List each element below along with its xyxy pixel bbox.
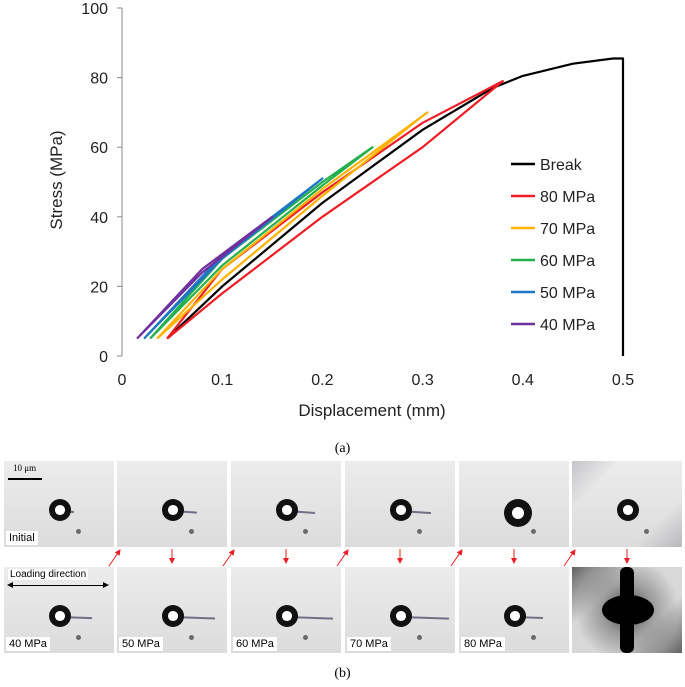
micrograph-label: 40 MPa (6, 637, 50, 651)
hole-icon (504, 605, 526, 627)
legend-label: 60 MPa (540, 253, 595, 270)
micrograph-label: 70 MPa (347, 637, 391, 651)
hole-icon (162, 499, 184, 521)
micrograph-bottom-2: 50 MPa (117, 567, 227, 653)
legend-label: 40 MPa (540, 317, 595, 334)
x-tick-label: 0.3 (411, 372, 433, 389)
micrograph-label: Initial (6, 531, 38, 545)
x-tick-label: 0.4 (512, 372, 534, 389)
x-tick-label: 0.1 (211, 372, 233, 389)
hole-icon (49, 499, 71, 521)
micrograph-label: 80 MPa (461, 637, 505, 651)
diagonal-arrow (222, 549, 235, 567)
series-line-70-mpa (156, 111, 429, 340)
diagonal-arrow (108, 549, 121, 567)
caption-b: (b) (334, 666, 351, 681)
y-tick-label: 40 (90, 210, 108, 227)
micrograph-label: 60 MPa (233, 637, 277, 651)
hole-icon (504, 499, 532, 527)
y-tick-label: 80 (90, 71, 108, 88)
hole-icon (49, 605, 71, 627)
hole-icon (162, 605, 184, 627)
y-axis-label: Stress (MPa) (47, 130, 66, 229)
micrograph-bottom-3: 60 MPa (231, 567, 341, 653)
micrograph-bottom-5: 80 MPa (459, 567, 569, 653)
micrograph-top-5 (459, 461, 569, 547)
y-tick-label: 0 (99, 349, 108, 366)
micrograph-top-6 (572, 461, 682, 547)
hole-icon (390, 605, 412, 627)
chart-axes: 0 20 40 60 80 100 0 0.1 0.2 0.3 0.4 0.5 (81, 1, 634, 389)
hole-icon (276, 605, 298, 627)
series-line-break (166, 57, 625, 356)
loading-direction-arrow (7, 582, 109, 588)
micrograph-top-2 (117, 461, 227, 547)
hole-icon (276, 499, 298, 521)
chart-series (136, 57, 625, 356)
hole-icon (617, 499, 639, 521)
legend-label: Break (540, 157, 583, 174)
series-line-40-mpa (136, 215, 274, 340)
diagonal-arrow (450, 549, 463, 567)
micrograph-top-3 (231, 461, 341, 547)
loading-direction-label: Loading direction (8, 569, 89, 580)
caption-a: (a) (334, 441, 351, 456)
micrograph-bottom-1: 40 MPa Loading direction (4, 567, 114, 653)
y-tick-label: 20 (90, 279, 108, 296)
series-line-50-mpa (143, 177, 324, 340)
micrograph-bottom-4: 70 MPa (345, 567, 455, 653)
y-tick-label: 60 (90, 140, 108, 157)
diagonal-arrow (336, 549, 349, 567)
hole-icon (390, 499, 412, 521)
scale-bar-label: 10 μm (13, 463, 37, 473)
legend-label: 70 MPa (540, 221, 595, 238)
diagonal-arrow (563, 549, 576, 567)
chart-legend: Break 80 MPa 70 MPa 60 MPa 50 MPa 40 MPa (511, 157, 595, 334)
micrograph-label: 50 MPa (119, 637, 163, 651)
y-tick-label: 100 (81, 1, 108, 18)
x-tick-label: 0.5 (612, 372, 634, 389)
micrograph-bottom-6 (572, 567, 682, 653)
legend-label: 50 MPa (540, 285, 595, 302)
scale-bar (8, 478, 42, 480)
micrograph-top-4 (345, 461, 455, 547)
x-axis-label: Displacement (mm) (298, 401, 445, 420)
legend-label: 80 MPa (540, 189, 595, 206)
micrograph-top-1: Initial 10 μm (4, 461, 114, 547)
x-tick-label: 0 (118, 372, 127, 389)
x-tick-label: 0.2 (311, 372, 333, 389)
stress-displacement-chart: 0 20 40 60 80 100 0 0.1 0.2 0.3 0.4 0.5 Break 80 MPa… (47, 1, 634, 420)
